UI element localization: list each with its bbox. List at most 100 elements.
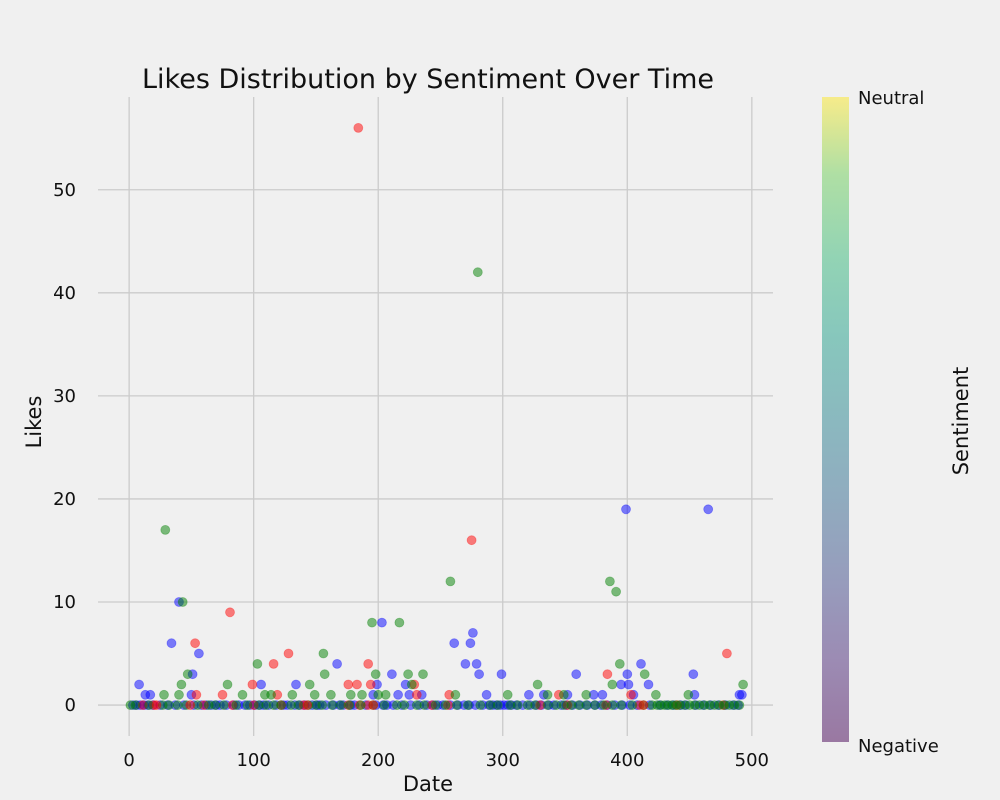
- green-data-point: [542, 700, 553, 710]
- green-data-point: [218, 700, 229, 710]
- red-data-point: [268, 659, 279, 669]
- x-tick-label: 0: [123, 750, 134, 771]
- blue-data-point: [622, 669, 633, 680]
- green-data-point: [639, 669, 650, 680]
- green-data-point: [492, 700, 503, 710]
- colorbar-max-label: Neutral: [858, 88, 924, 109]
- red-data-point: [365, 679, 376, 690]
- green-data-point: [450, 689, 461, 700]
- x-axis-label: Date: [403, 772, 453, 796]
- green-data-point: [419, 700, 430, 710]
- green-data-point: [266, 689, 277, 700]
- green-data-point: [309, 689, 320, 700]
- x-tick-label: 200: [361, 750, 395, 771]
- x-tick-label: 300: [486, 750, 520, 771]
- red-data-point: [626, 689, 636, 700]
- green-data-point: [252, 659, 263, 669]
- x-tick-label: 400: [610, 750, 644, 771]
- blue-data-point: [737, 689, 747, 700]
- green-data-point: [734, 700, 745, 710]
- red-data-point: [343, 679, 354, 690]
- chart-title: Likes Distribution by Sentiment Over Tim…: [142, 64, 714, 95]
- y-tick-label: 50: [53, 180, 76, 201]
- green-data-point: [403, 669, 414, 680]
- green-data-point: [379, 700, 390, 710]
- blue-data-point: [449, 638, 460, 649]
- red-data-point: [353, 123, 364, 133]
- green-data-point: [159, 689, 169, 700]
- tick-labels: 0 100 200 300 400 500 0 10 20 30 40 50: [53, 180, 769, 771]
- colorbar: [822, 97, 849, 742]
- red-data-point: [190, 638, 201, 649]
- blue-data-point: [643, 679, 654, 690]
- green-data-point: [451, 700, 462, 710]
- x-tick-label: 500: [735, 750, 769, 771]
- green-data-point: [317, 700, 328, 710]
- green-data-point: [355, 700, 366, 710]
- green-data-point: [581, 700, 592, 710]
- green-data-point: [462, 700, 473, 710]
- green-data-point: [611, 586, 621, 597]
- green-data-point: [177, 597, 188, 607]
- y-tick-label: 10: [53, 592, 76, 613]
- red-data-point: [283, 648, 294, 659]
- green-data-point: [335, 700, 346, 710]
- green-data-point: [242, 700, 253, 710]
- blue-data-point: [166, 638, 177, 649]
- green-data-point: [558, 689, 569, 700]
- blue-data-point: [193, 648, 204, 659]
- red-data-point: [363, 659, 374, 669]
- blue-data-point: [496, 669, 507, 680]
- green-data-point: [590, 700, 600, 710]
- green-data-point: [160, 525, 171, 535]
- red-data-point: [411, 689, 422, 700]
- green-data-point: [598, 700, 609, 710]
- red-data-point: [217, 689, 228, 700]
- red-data-point: [722, 648, 732, 659]
- blue-data-point: [623, 679, 634, 690]
- blue-data-point: [471, 659, 482, 669]
- green-data-point: [318, 648, 329, 659]
- green-data-point: [222, 679, 233, 690]
- red-data-point: [302, 700, 313, 710]
- green-data-point: [607, 700, 618, 710]
- green-data-point: [627, 700, 638, 710]
- colorbar-title: Sentiment: [949, 367, 973, 476]
- red-data-point: [638, 700, 649, 710]
- red-data-point: [352, 679, 362, 690]
- green-data-point: [605, 576, 615, 587]
- green-data-point: [683, 689, 694, 700]
- green-data-point: [614, 659, 625, 669]
- green-data-point: [581, 689, 592, 700]
- red-data-point: [151, 700, 162, 710]
- green-data-point: [287, 689, 298, 700]
- green-data-point: [502, 689, 513, 700]
- green-data-point: [472, 267, 483, 278]
- red-data-point: [225, 607, 235, 618]
- green-data-point: [445, 576, 456, 587]
- colorbar-min-label: Negative: [858, 736, 939, 757]
- green-data-point: [475, 700, 486, 710]
- green-data-point: [607, 679, 618, 690]
- green-data-point: [182, 669, 193, 680]
- blue-data-point: [467, 628, 478, 638]
- blue-data-point: [688, 669, 699, 680]
- y-tick-label: 0: [65, 695, 76, 716]
- blue-data-point: [393, 689, 404, 700]
- blue-data-point: [481, 689, 492, 700]
- green-data-point: [344, 700, 355, 710]
- green-data-point: [651, 689, 661, 700]
- green-data-point: [542, 689, 553, 700]
- blue-data-point: [597, 689, 608, 700]
- green-data-point: [319, 669, 330, 680]
- green-data-point: [237, 689, 248, 700]
- green-data-point: [231, 700, 242, 710]
- green-data-point: [164, 700, 174, 710]
- green-data-point: [293, 700, 304, 710]
- blue-data-point: [460, 659, 471, 669]
- green-data-point: [738, 679, 748, 690]
- y-tick-label: 40: [53, 283, 76, 304]
- green-data-point: [172, 700, 183, 710]
- blue-data-point: [386, 669, 397, 680]
